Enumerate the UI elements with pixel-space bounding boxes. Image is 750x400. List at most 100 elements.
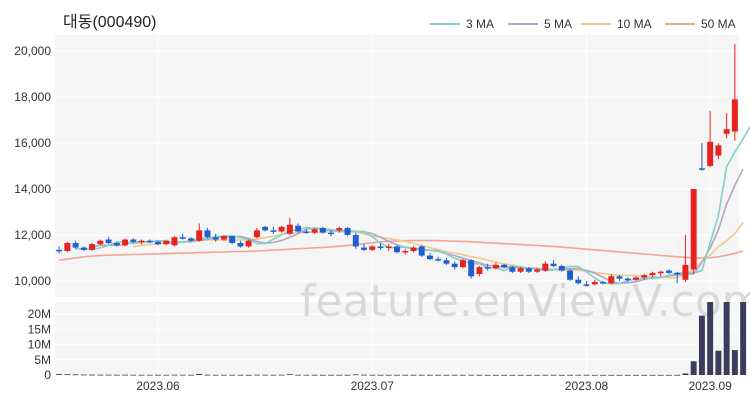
x-axis-ticks: 2023.06 2023.07 2023.08 2023.09	[136, 379, 732, 393]
candle-body	[97, 240, 104, 245]
candle-body	[295, 225, 302, 232]
volume-bar	[204, 374, 211, 376]
candle-body	[624, 278, 631, 281]
volume-bar	[426, 374, 433, 376]
candle-body	[707, 141, 714, 166]
volume-bar	[130, 374, 137, 376]
candle-body	[336, 228, 343, 231]
candle-body	[196, 230, 203, 241]
legend-label-5ma: 5 MA	[544, 17, 572, 31]
volume-bar	[229, 374, 236, 376]
candle-body	[649, 272, 656, 276]
candle-body	[674, 272, 681, 275]
candle-body	[731, 99, 738, 132]
volume-bar	[286, 374, 293, 376]
candle-body	[155, 241, 161, 245]
candle-body	[361, 247, 368, 250]
volume-bar	[72, 374, 79, 376]
volume-bar	[262, 374, 269, 376]
candle-body	[303, 231, 310, 233]
volume-bar	[394, 374, 400, 376]
candle-body	[394, 246, 400, 253]
candle-body	[245, 240, 252, 247]
candle-body	[583, 284, 590, 286]
volume-bar	[303, 374, 310, 376]
volume-bar	[163, 374, 170, 376]
y-tick-label: 20M	[28, 307, 51, 321]
volume-bar	[608, 374, 615, 376]
candle-body	[525, 268, 532, 272]
candle-body	[163, 240, 170, 245]
candle-body	[385, 246, 392, 248]
volume-bar	[641, 374, 648, 376]
volume-bar	[352, 374, 359, 376]
volume-bar	[525, 374, 532, 376]
volume-bar	[97, 374, 104, 376]
candle-body	[89, 244, 96, 250]
candle-body	[278, 226, 285, 232]
candle-body	[179, 237, 186, 239]
candle-body	[220, 236, 227, 240]
volume-bar	[385, 374, 392, 376]
candle-body	[468, 260, 475, 277]
candle-body	[459, 260, 466, 268]
candle-body	[237, 242, 244, 247]
candle-body	[633, 277, 639, 280]
volume-bar	[138, 374, 145, 376]
candle-body	[558, 265, 565, 271]
volume-bar	[369, 374, 376, 376]
volume-bar	[476, 374, 483, 376]
y-tick-label: 14,000	[14, 182, 51, 196]
volume-bar	[89, 374, 96, 376]
legend-label-3ma: 3 MA	[466, 17, 494, 31]
volume-bar	[459, 374, 466, 376]
volume-bar	[245, 374, 252, 376]
candle-body	[682, 264, 689, 280]
candle-body	[665, 270, 672, 273]
volume-bar	[509, 374, 516, 376]
candle-body	[600, 282, 606, 284]
volume-bar	[377, 374, 384, 376]
y-tick-label: 10M	[28, 338, 51, 352]
candle-body	[484, 267, 491, 269]
candle-body	[122, 239, 129, 246]
volume-bar	[468, 374, 475, 376]
chart-legend: 3 MA 5 MA 10 MA 50 MA	[430, 17, 736, 31]
candle-body	[56, 249, 63, 252]
volume-bar	[146, 374, 153, 376]
x-tick-label: 2023.09	[688, 379, 732, 393]
candle-body	[204, 230, 211, 238]
candle-body	[608, 276, 615, 284]
volume-bar	[567, 374, 574, 376]
volume-bar	[657, 374, 664, 376]
candle-body	[492, 264, 499, 269]
y-tick-label: 16,000	[14, 136, 51, 150]
y-tick-label: 18,000	[14, 90, 51, 104]
volume-bar	[591, 374, 598, 376]
candle-body	[311, 229, 318, 233]
candle-body	[344, 228, 351, 235]
volume-bar	[105, 374, 112, 376]
volume-bar	[237, 374, 244, 376]
y-tick-label: 10,000	[14, 274, 51, 288]
candle-body	[657, 271, 664, 274]
volume-bar	[295, 374, 302, 376]
volume-bar	[319, 374, 326, 376]
candle-body	[105, 239, 112, 243]
candle-body	[352, 234, 359, 247]
candle-body	[698, 168, 705, 170]
volume-bar	[690, 361, 697, 375]
volume-bar	[517, 374, 524, 376]
volume-bar	[443, 374, 450, 376]
candle-body	[509, 267, 516, 272]
candle-body	[188, 238, 194, 241]
candle-body	[476, 267, 483, 275]
volume-bar	[649, 374, 656, 376]
candle-body	[138, 240, 145, 243]
chart-title: 대동(000490)	[63, 13, 157, 31]
volume-bar	[550, 374, 557, 376]
volume-bar	[665, 374, 672, 376]
candle-body	[113, 242, 120, 246]
volume-bar	[278, 374, 285, 376]
